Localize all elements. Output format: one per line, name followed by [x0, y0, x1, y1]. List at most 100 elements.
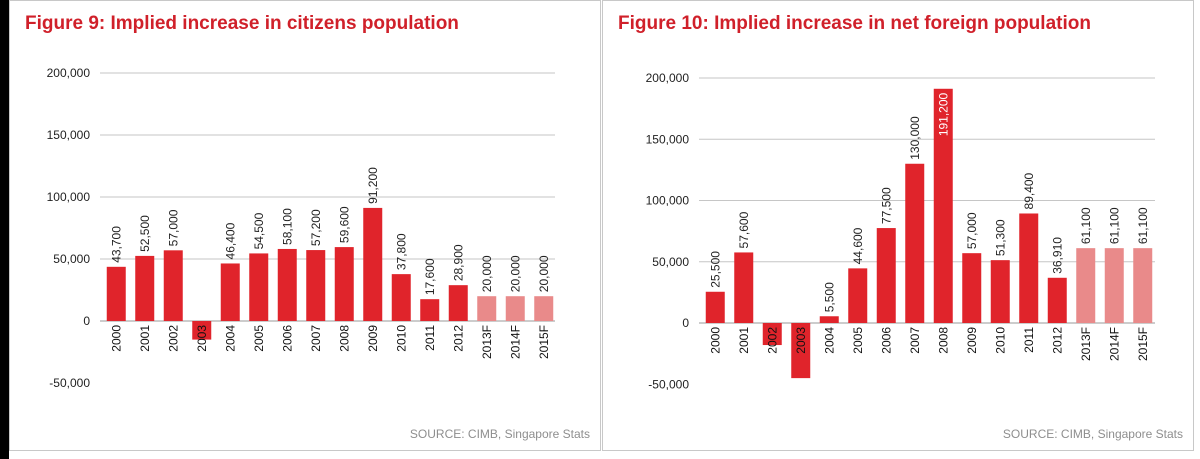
y-tick-label: 0 — [83, 314, 90, 328]
x-tick-label: 2012 — [451, 325, 465, 352]
data-label: 46,400 — [223, 222, 237, 259]
left-edge-bar — [0, 0, 9, 459]
bar-2008 — [933, 88, 953, 323]
x-tick-label: 2000 — [109, 325, 123, 352]
data-label: 5,500 — [822, 282, 836, 312]
data-label: 43,700 — [109, 226, 123, 263]
data-label: 130,000 — [908, 116, 922, 160]
data-label: 17,600 — [423, 258, 437, 295]
x-tick-label: 2013F — [1079, 327, 1093, 361]
figure-10-title: Figure 10: Implied increase in net forei… — [618, 13, 1091, 34]
bar-2013F — [477, 296, 497, 321]
y-tick-label: 150,000 — [646, 132, 690, 146]
x-tick-label: 2003 — [794, 327, 808, 354]
y-tick-label: 100,000 — [646, 194, 690, 208]
bar-2003 — [192, 321, 212, 340]
y-tick-label: -50,000 — [648, 377, 689, 391]
data-label: 61,100 — [1136, 207, 1150, 244]
data-label: 191,200 — [936, 92, 950, 136]
data-label: 57,600 — [737, 211, 751, 248]
x-tick-label: 2002 — [166, 325, 180, 352]
y-tick-label: 50,000 — [53, 252, 90, 266]
x-tick-label: 2001 — [737, 327, 751, 354]
y-tick-label: 0 — [682, 316, 689, 330]
y-tick-label: -50,000 — [49, 376, 90, 390]
x-tick-label: 2000 — [708, 327, 722, 354]
bar-2008 — [334, 247, 354, 321]
bar-2004 — [819, 316, 839, 323]
y-tick-label: 200,000 — [47, 66, 91, 80]
data-label: 36,910 — [1050, 237, 1064, 274]
figure-9-chart: 200,000 150,000 100,000 50,000 0 -50,000 2000 4… — [47, 66, 555, 390]
data-label: 37,800 — [394, 233, 408, 270]
bar-2007 — [306, 250, 326, 321]
x-tick-label: 2014F — [1107, 327, 1121, 361]
bar-2001 — [135, 255, 155, 321]
bar-2014F — [505, 296, 525, 321]
bar-2009 — [363, 207, 383, 321]
x-tick-label: 2012 — [1050, 327, 1064, 354]
x-tick-label: 2015F — [1136, 327, 1150, 361]
y-tick-label: 100,000 — [47, 190, 91, 204]
bar-2011 — [1019, 213, 1039, 323]
bar-2000 — [106, 266, 126, 321]
x-tick-label: 2001 — [138, 325, 152, 352]
data-label: 20,000 — [537, 255, 551, 292]
bar-2007 — [905, 163, 925, 323]
data-label: 61,100 — [1079, 207, 1093, 244]
x-tick-label: 2009 — [965, 327, 979, 354]
bar-2014F — [1104, 248, 1124, 323]
x-tick-label: 2013F — [480, 325, 494, 359]
y-tick-label: 200,000 — [646, 71, 690, 85]
data-label: 57,000 — [166, 209, 180, 246]
x-tick-label: 2006 — [879, 327, 893, 354]
x-tick-label: 2014F — [508, 325, 522, 359]
x-tick-label: 2009 — [366, 325, 380, 352]
data-label: 58,100 — [280, 208, 294, 245]
bar-2006 — [876, 228, 896, 323]
bar-2005 — [848, 268, 868, 323]
bar-2000 — [705, 291, 725, 323]
x-tick-label: 2008 — [936, 327, 950, 354]
data-label: 54,500 — [252, 212, 266, 249]
bar-2010 — [391, 274, 411, 321]
bar-2013F — [1076, 248, 1096, 323]
data-label: 25,500 — [708, 251, 722, 288]
x-tick-label: 2004 — [822, 327, 836, 354]
x-tick-label: 2005 — [252, 325, 266, 352]
data-label: 77,500 — [879, 187, 893, 224]
bar-2012 — [1047, 277, 1067, 323]
figure-10-chart: 200,000 150,000 100,000 50,000 0 -50,000 2000 2… — [646, 71, 1155, 391]
bar-2002 — [762, 323, 782, 346]
y-tick-label: 150,000 — [47, 128, 91, 142]
x-tick-label: 2003 — [195, 325, 209, 352]
bar-2006 — [277, 248, 297, 321]
x-tick-label: 2011 — [423, 325, 437, 351]
y-tick-label: 50,000 — [652, 255, 689, 269]
x-tick-label: 2015F — [537, 325, 551, 359]
data-label: 91,200 — [366, 167, 380, 204]
data-label: 61,100 — [1107, 207, 1121, 244]
data-label: 52,500 — [138, 215, 152, 252]
bar-2011 — [420, 299, 440, 321]
data-label: 28,900 — [451, 244, 465, 281]
x-tick-label: 2005 — [851, 327, 865, 354]
data-label: 59,600 — [337, 206, 351, 243]
figure-10-source: SOURCE: CIMB, Singapore Stats — [1002, 427, 1183, 441]
data-label: 20,000 — [508, 255, 522, 292]
data-label: 57,200 — [309, 209, 323, 246]
x-tick-label: 2007 — [309, 325, 323, 352]
bar-2015F — [1133, 248, 1153, 323]
data-label: 44,600 — [851, 227, 865, 264]
bar-2015F — [534, 296, 554, 321]
bar-2004 — [220, 263, 240, 321]
data-label: 89,400 — [1022, 172, 1036, 209]
data-label: 20,000 — [480, 255, 494, 292]
x-tick-label: 2002 — [765, 327, 779, 354]
x-tick-label: 2010 — [993, 327, 1007, 354]
figure-10-panel: Figure 10: Implied increase in net forei… — [602, 0, 1194, 451]
data-label: 57,000 — [965, 212, 979, 249]
data-label: 51,300 — [993, 219, 1007, 256]
figure-9-title: Figure 9: Implied increase in citizens p… — [25, 13, 459, 34]
bar-2005 — [249, 253, 269, 321]
